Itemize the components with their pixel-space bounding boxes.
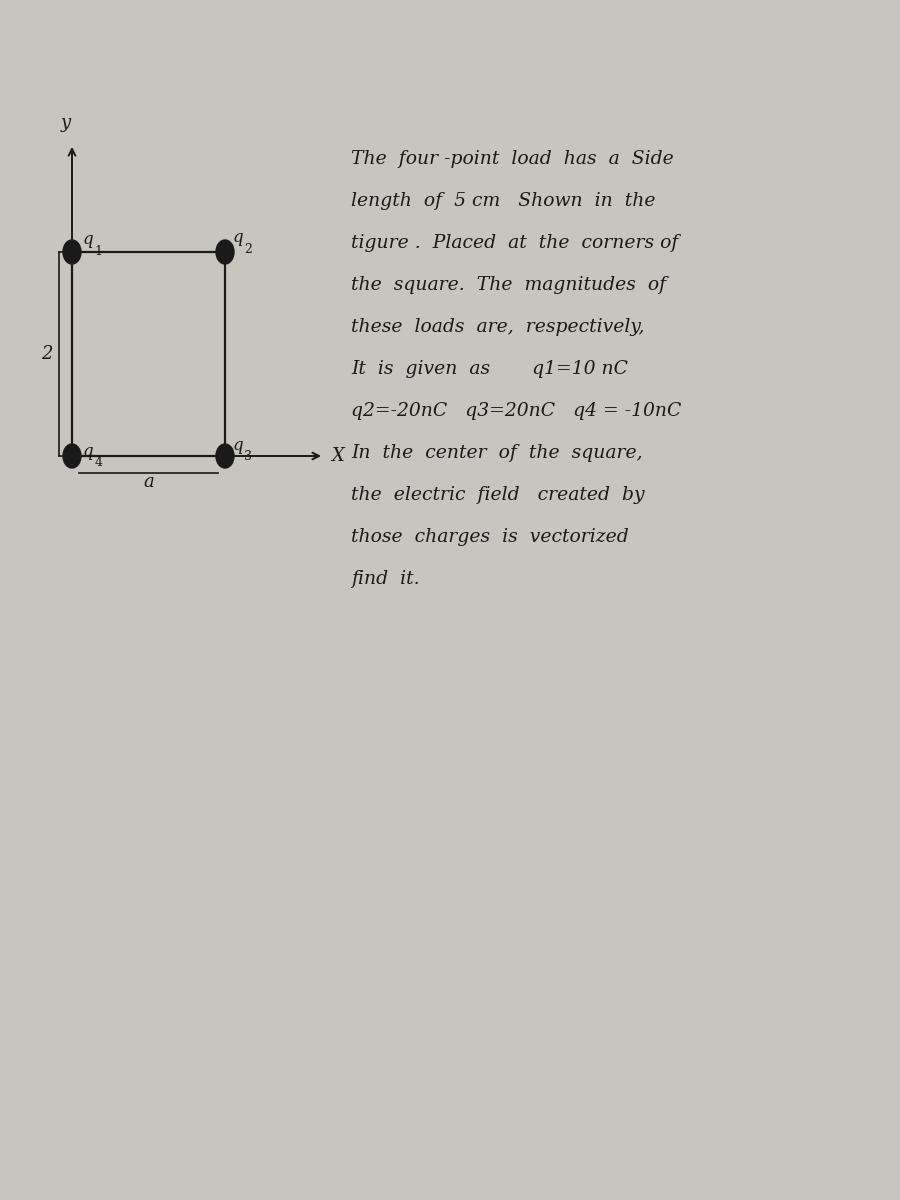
Text: length  of  5 cm   Shown  in  the: length of 5 cm Shown in the	[351, 192, 655, 210]
Text: It  is  given  as       q1=10 nC: It is given as q1=10 nC	[351, 360, 628, 378]
Text: In  the  center  of  the  square,: In the center of the square,	[351, 444, 643, 462]
Text: q: q	[83, 443, 94, 460]
Text: q2=-20nC   q3=20nC   q4 = -10nC: q2=-20nC q3=20nC q4 = -10nC	[351, 402, 681, 420]
Text: these  loads  are,  respectively,: these loads are, respectively,	[351, 318, 644, 336]
Text: 2: 2	[41, 346, 52, 362]
Text: X: X	[331, 446, 344, 464]
Text: find  it.: find it.	[351, 570, 419, 588]
Circle shape	[216, 444, 234, 468]
Circle shape	[63, 444, 81, 468]
Text: The  four -point  load  has  a  Side: The four -point load has a Side	[351, 150, 674, 168]
Text: the  electric  field   created  by: the electric field created by	[351, 486, 644, 504]
Text: 3: 3	[244, 450, 252, 463]
Text: the  square.  The  magnitudes  of: the square. The magnitudes of	[351, 276, 666, 294]
Text: 4: 4	[94, 456, 103, 469]
Circle shape	[63, 240, 81, 264]
Circle shape	[216, 240, 234, 264]
Text: tigure .  Placed  at  the  corners of: tigure . Placed at the corners of	[351, 234, 679, 252]
Text: 2: 2	[244, 242, 252, 256]
Text: q: q	[232, 229, 243, 246]
Text: a: a	[143, 473, 154, 492]
Text: q: q	[83, 232, 94, 248]
Text: those  charges  is  vectorized: those charges is vectorized	[351, 528, 629, 546]
Text: q: q	[232, 437, 243, 454]
Text: 1: 1	[94, 245, 103, 258]
Text: y: y	[60, 114, 71, 132]
